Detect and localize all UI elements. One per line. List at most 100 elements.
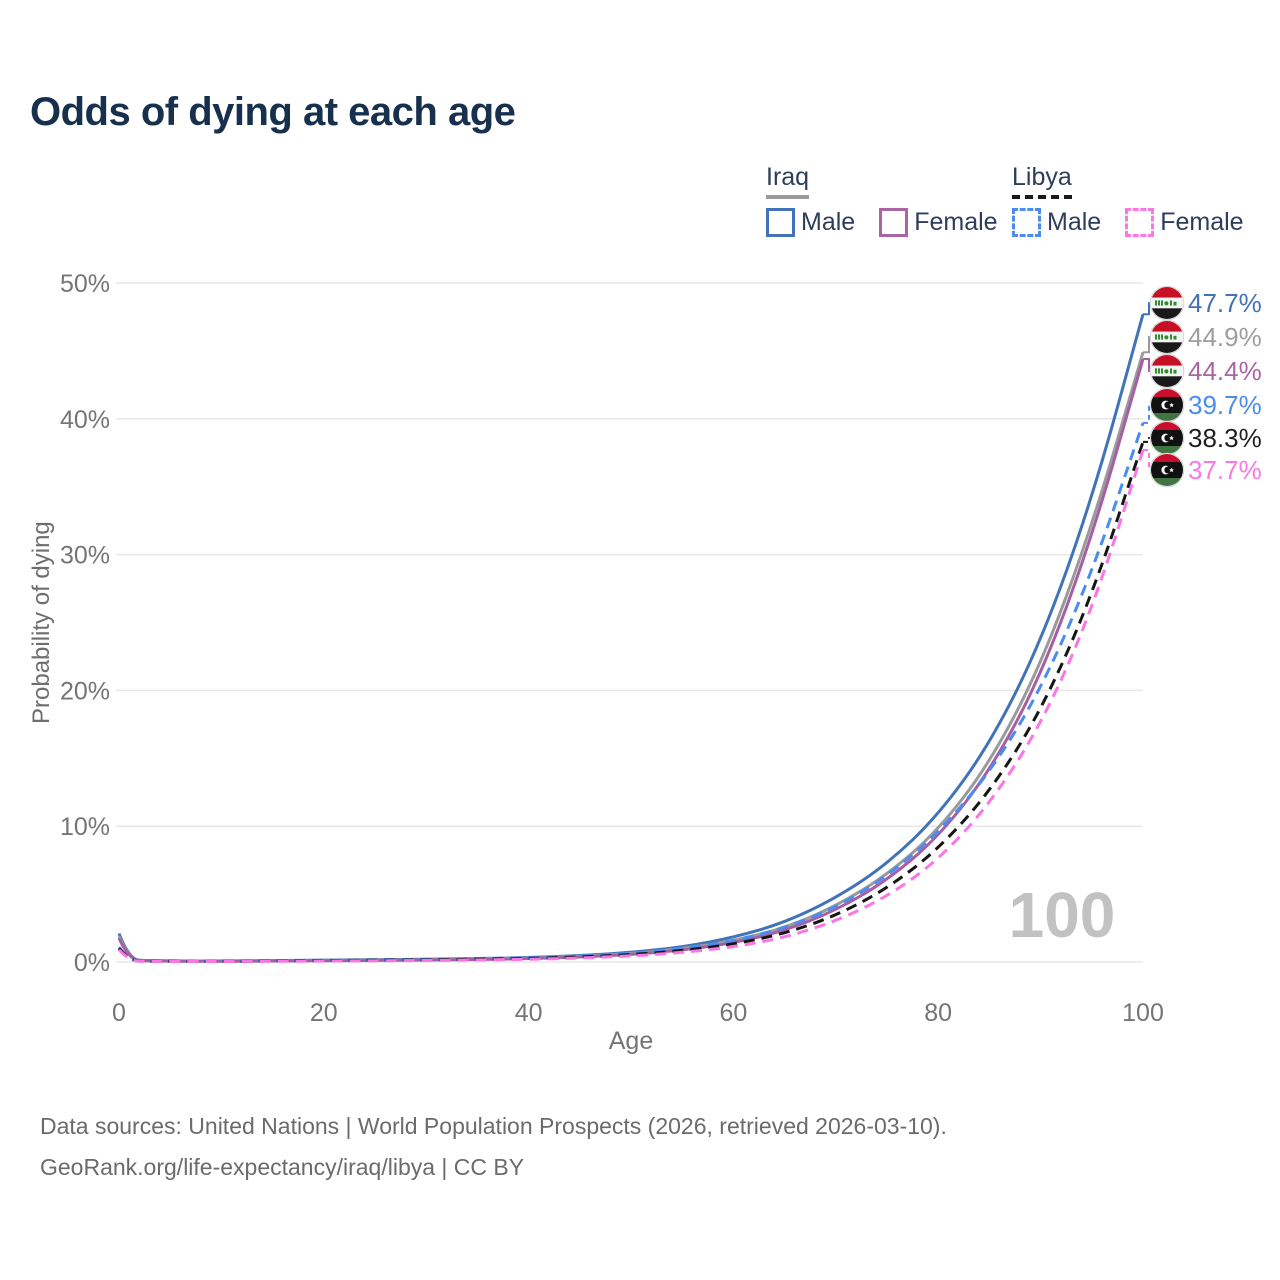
flag-script-mark <box>1158 334 1160 340</box>
legend-item-libya-male[interactable]: Male <box>1012 208 1101 237</box>
flag-star <box>1169 467 1174 473</box>
end-value-label-libya-male: 39.7% <box>1188 390 1262 420</box>
flag-script-mark <box>1170 300 1172 306</box>
y-tick-label: 50% <box>60 270 110 298</box>
flag-band-red <box>1151 454 1183 462</box>
legend-item-label: Female <box>914 208 998 236</box>
legend-item-label: Male <box>801 208 856 236</box>
legend-country-libya[interactable]: Libya <box>1012 163 1072 199</box>
flag-star <box>1169 402 1174 408</box>
x-tick-label: 80 <box>924 999 952 1027</box>
series-line-libya-both[interactable] <box>117 441 1145 963</box>
flag-band-red <box>1151 321 1183 332</box>
flag-script-mark <box>1173 369 1177 374</box>
flag-band-green <box>1151 478 1183 486</box>
end-value-label-libya-female: 37.7% <box>1188 455 1262 485</box>
flag-star <box>1169 435 1174 441</box>
legend-country-iraq[interactable]: Iraq <box>766 163 810 199</box>
libya-flag-icon <box>1149 420 1185 456</box>
flag-band-green <box>1151 413 1183 421</box>
libya-female-swatch-icon <box>1125 208 1155 237</box>
flag-script-mark <box>1161 334 1163 340</box>
x-tick-label: 20 <box>310 999 338 1027</box>
x-tick-label: 0 <box>112 999 126 1027</box>
flag-bands <box>1151 321 1183 353</box>
iraq-male-swatch-icon <box>766 208 795 237</box>
y-tick-label: 10% <box>60 813 110 841</box>
end-value-label-libya-both: 38.3% <box>1188 423 1262 453</box>
label-connector <box>1143 358 1151 372</box>
flag-script-mark <box>1164 335 1169 340</box>
flag-band-red <box>1151 355 1183 366</box>
series-line-iraq-male[interactable] <box>117 313 1145 963</box>
flag-band-black <box>1151 308 1183 319</box>
series-line-libya-female[interactable] <box>117 449 1145 963</box>
y-tick-label: 20% <box>60 677 110 705</box>
flag-bands <box>1151 422 1183 454</box>
legend-item-iraq-male[interactable]: Male <box>766 208 855 237</box>
label-connector <box>1143 302 1151 316</box>
flag-band-red <box>1151 422 1183 430</box>
data-sources: Data sources: United Nations | World Pop… <box>40 1106 947 1188</box>
series-line-libya-male[interactable] <box>117 422 1145 963</box>
label-connector <box>1143 449 1151 471</box>
flag-band-black <box>1151 342 1183 353</box>
y-tick-label: 0% <box>74 949 110 977</box>
data-sources-line2: GeoRank.org/life-expectancy/iraq/libya |… <box>40 1154 525 1180</box>
label-connector <box>1143 336 1151 354</box>
flag-script-mark <box>1170 334 1172 340</box>
legend-item-label: Female <box>1160 208 1244 236</box>
flag-bands <box>1151 287 1183 319</box>
flag-script-mark <box>1173 301 1177 306</box>
series-line-iraq-both[interactable] <box>117 351 1145 963</box>
iraq-flag-icon <box>1149 285 1185 321</box>
legend-item-iraq-female[interactable]: Female <box>879 208 998 237</box>
flag-band-red <box>1151 287 1183 298</box>
flag-script-mark <box>1158 368 1160 374</box>
flag-script-mark <box>1155 334 1157 340</box>
data-sources-line1: Data sources: United Nations | World Pop… <box>40 1113 947 1139</box>
flag-script-mark <box>1164 301 1169 306</box>
flag-bands <box>1151 454 1183 486</box>
label-connector <box>1143 437 1151 443</box>
flag-crescent <box>1164 466 1172 474</box>
flag-crescent <box>1164 401 1172 409</box>
flag-script-mark <box>1155 368 1157 374</box>
iraq-female-swatch-icon <box>879 208 909 237</box>
flag-bands <box>1151 389 1183 421</box>
libya-male-swatch-icon <box>1012 208 1041 237</box>
flag-band-red <box>1151 389 1183 397</box>
end-value-label-iraq-both: 44.9% <box>1188 322 1262 352</box>
flag-script-mark <box>1158 300 1160 306</box>
legend-group-libya: Libya Male Female <box>1012 163 1244 237</box>
flag-script-mark <box>1173 335 1177 340</box>
flag-crescent <box>1164 434 1172 442</box>
flag-script-mark <box>1170 368 1172 374</box>
y-tick-label: 40% <box>60 406 110 434</box>
flag-script-mark <box>1164 369 1169 374</box>
label-connector <box>1143 404 1151 424</box>
flag-band-black <box>1151 376 1183 387</box>
flag-band-green <box>1151 446 1183 454</box>
page-title: Odds of dying at each age <box>30 90 516 134</box>
libya-flag-icon <box>1149 387 1185 423</box>
x-tick-label: 60 <box>719 999 747 1027</box>
flag-script-mark <box>1161 300 1163 306</box>
libya-flag-icon <box>1149 452 1185 488</box>
x-tick-label: 40 <box>515 999 543 1027</box>
legend-item-libya-female[interactable]: Female <box>1125 208 1244 237</box>
age-watermark: 100 <box>1009 879 1116 951</box>
iraq-flag-icon <box>1149 353 1185 389</box>
flag-script-mark <box>1155 300 1157 306</box>
end-value-label-iraq-female: 44.4% <box>1188 356 1262 386</box>
flag-script-mark <box>1161 368 1163 374</box>
legend-group-iraq: Iraq Male Female <box>766 163 998 237</box>
iraq-flag-icon <box>1149 319 1185 355</box>
chart-canvas: 0% 10% 20% 30% 40% 50% 0 20 40 60 80 100 Age 100 47.7%… <box>60 270 1262 1055</box>
legend-item-label: Male <box>1047 208 1102 236</box>
series-line-iraq-female[interactable] <box>117 358 1145 963</box>
y-tick-label: 30% <box>60 542 110 570</box>
flag-bands <box>1151 355 1183 387</box>
end-value-label-iraq-male: 47.7% <box>1188 288 1262 318</box>
x-tick-label: 100 <box>1122 999 1164 1027</box>
